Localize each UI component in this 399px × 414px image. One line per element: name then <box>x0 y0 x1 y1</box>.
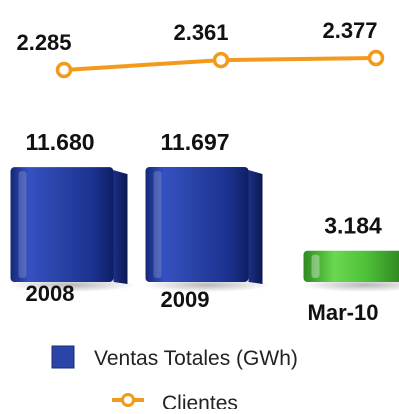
bar-side <box>114 170 128 284</box>
category-label: Mar-10 <box>308 300 379 325</box>
legend-item-ventas: Ventas Totales (GWh) <box>52 346 298 370</box>
clientes-point-0 <box>58 64 71 77</box>
category-label: 2009 <box>161 287 210 312</box>
legend-swatch-marker <box>123 395 134 406</box>
legend-label: Ventas Totales (GWh) <box>94 347 298 370</box>
clientes-value-label: 2.285 <box>16 30 71 55</box>
line-series: 2.285 2.361 2.377 <box>16 18 382 77</box>
bar-series: 11.680 11.697 3.184 2008 2009 Mar-10 <box>8 129 399 325</box>
legend: Ventas Totales (GWh) Clientes <box>52 346 298 409</box>
bar-side <box>249 170 263 284</box>
legend-swatch-square <box>52 346 74 368</box>
bar-1: 11.697 <box>143 129 271 292</box>
bar-0: 11.680 <box>8 129 136 292</box>
bar-value-label: 11.697 <box>160 129 229 155</box>
category-label: 2008 <box>26 281 75 306</box>
bar-2: 3.184 <box>301 213 399 292</box>
clientes-value-label: 2.361 <box>173 20 228 45</box>
bar-highlight <box>19 171 27 278</box>
legend-label: Clientes <box>162 392 238 409</box>
clientes-point-2 <box>370 52 383 65</box>
clientes-point-1 <box>215 54 228 67</box>
legend-item-clientes: Clientes <box>112 392 238 409</box>
clientes-value-label: 2.377 <box>322 18 377 43</box>
bar-highlight <box>312 255 320 278</box>
bar-value-label: 3.184 <box>324 213 382 239</box>
bar-highlight <box>154 171 162 278</box>
bar-value-label: 11.680 <box>25 129 94 155</box>
